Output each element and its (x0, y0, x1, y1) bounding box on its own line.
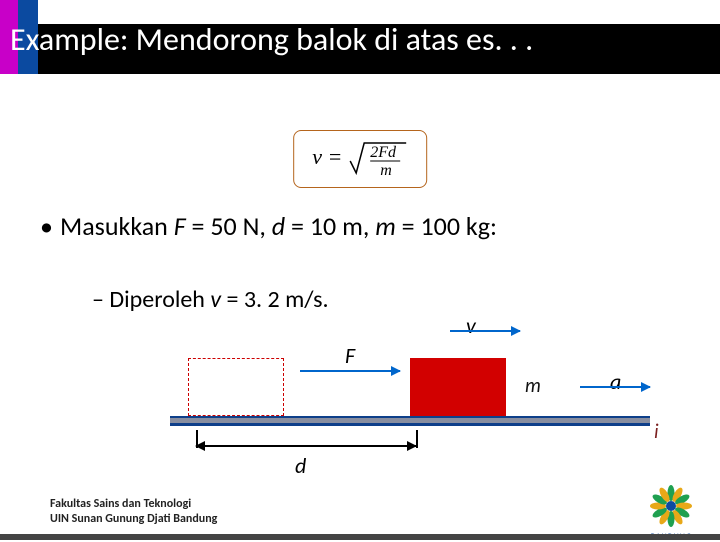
ice-surface (170, 416, 650, 426)
formula-den: m (380, 162, 392, 179)
label-i: i (654, 420, 659, 444)
block-initial (188, 358, 284, 416)
footer-line2: UIN Sunan Gunung Djati Bandung (50, 512, 217, 526)
bullet-main: • Masukkan F = 50 N, d = 10 m, m = 100 k… (60, 210, 497, 242)
slide-header: Example: Mendorong balok di atas es. . . (0, 0, 720, 74)
formula-box: v = 2Fd m (293, 130, 427, 188)
label-force: F (345, 342, 355, 369)
arrow-velocity (450, 330, 520, 332)
slide-content: v = 2Fd m • Masukkan F = 50 N, d = 10 m,… (30, 90, 690, 490)
bullet2-v: v (210, 285, 221, 314)
label-velocity: v (466, 312, 476, 339)
bullet1-m: m (375, 210, 396, 242)
slide-title: Example: Mendorong balok di atas es. . . (10, 20, 533, 59)
label-accel: a (610, 368, 621, 395)
arrow-accel (580, 386, 650, 388)
label-distance: d (295, 452, 306, 479)
bullet-dot: • (40, 210, 53, 242)
bullet1-F: F (174, 210, 186, 242)
footer-bar (0, 534, 720, 540)
physics-diagram: F v m a d i (120, 320, 660, 480)
label-mass: m (525, 374, 541, 398)
arrow-distance (196, 445, 416, 447)
formula-sqrt: 2Fd m (348, 137, 408, 181)
bullet1-d: d (272, 210, 285, 242)
uin-logo-icon (647, 482, 695, 530)
bullet1-text: Masukkan (60, 210, 174, 242)
block-final (410, 358, 506, 416)
bullet-sub: – Diperoleh v = 3. 2 m/s. (92, 285, 329, 314)
footer-affiliation: Fakultas Sains dan Teknologi UIN Sunan G… (50, 497, 217, 528)
formula-num: 2Fd (370, 144, 397, 161)
formula-lhs: v = (312, 144, 342, 169)
arrow-force (300, 370, 400, 372)
footer-line1: Fakultas Sains dan Teknologi (50, 497, 191, 511)
